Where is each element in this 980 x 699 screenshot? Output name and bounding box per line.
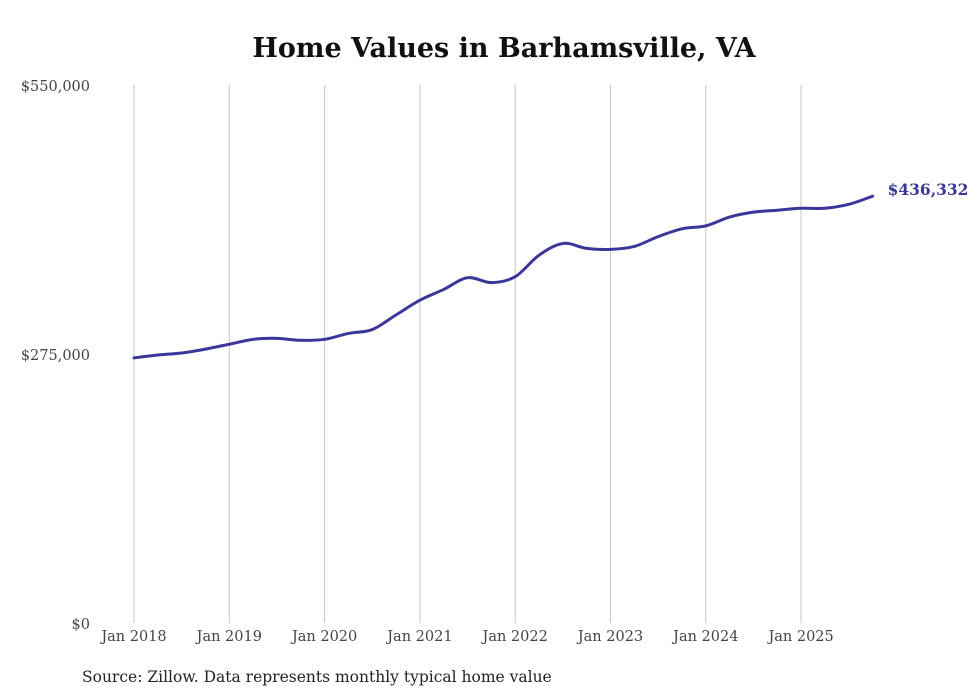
x-tick-label: Jan 2024 (671, 629, 738, 645)
series-line-home-value (132, 194, 875, 360)
end-value-label: $436,332 (888, 180, 969, 199)
x-tick-label: Jan 2025 (766, 629, 833, 645)
y-tick-label: $0 (72, 617, 90, 633)
y-tick-label: $275,000 (21, 348, 90, 364)
x-tick-label: Jan 2021 (385, 629, 452, 645)
x-tick-label: Jan 2018 (99, 629, 166, 645)
x-tick-label: Jan 2023 (576, 629, 643, 645)
x-tick-label: Jan 2019 (195, 629, 262, 645)
y-tick-label: $550,000 (21, 79, 90, 95)
x-tick-label: Jan 2022 (481, 629, 548, 645)
x-tick-label: Jan 2020 (290, 629, 357, 645)
chart-title: Home Values in Barhamsville, VA (252, 33, 756, 64)
source-note: Source: Zillow. Data represents monthly … (82, 668, 552, 686)
